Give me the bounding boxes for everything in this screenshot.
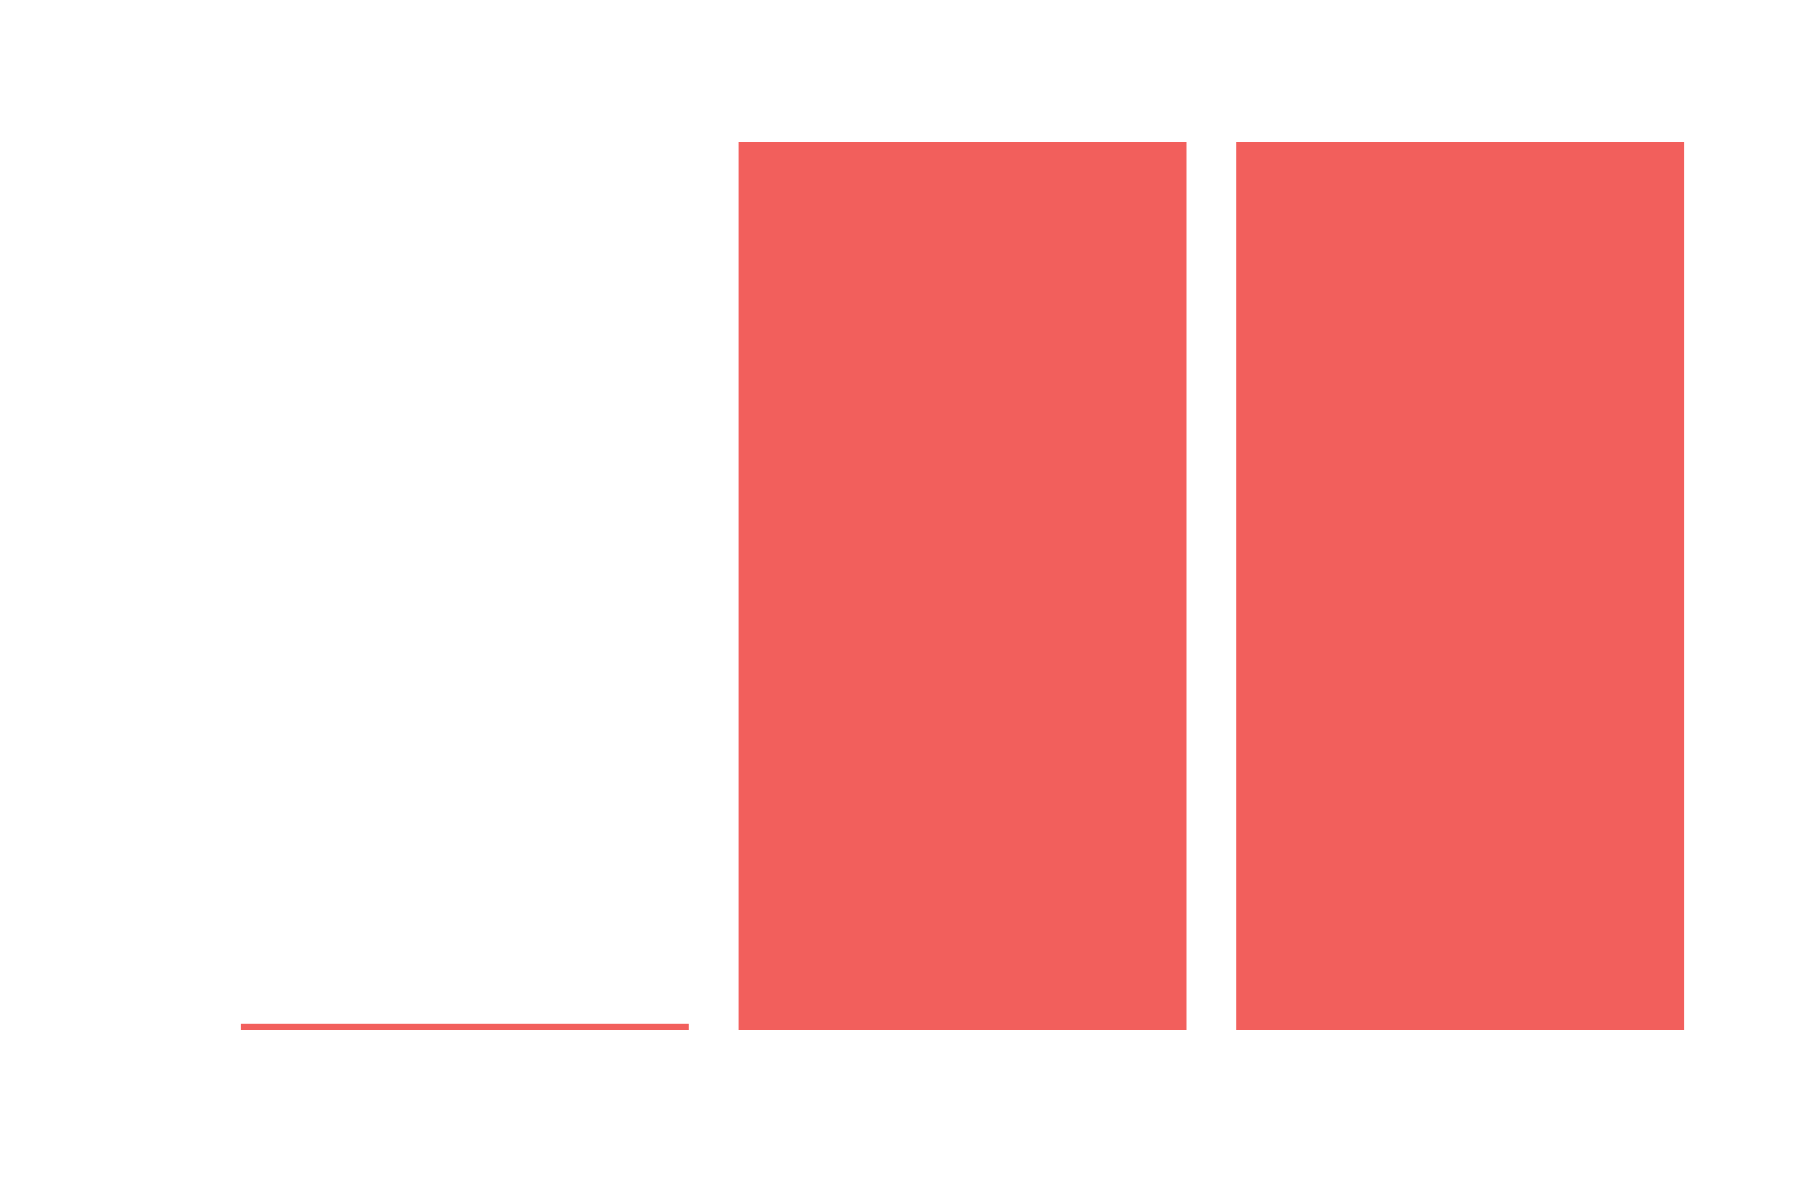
bar-2 (738, 142, 1187, 1030)
bar-series (240, 142, 1685, 1030)
bar-1 (240, 1023, 689, 1030)
bar-3 (1236, 142, 1685, 1030)
